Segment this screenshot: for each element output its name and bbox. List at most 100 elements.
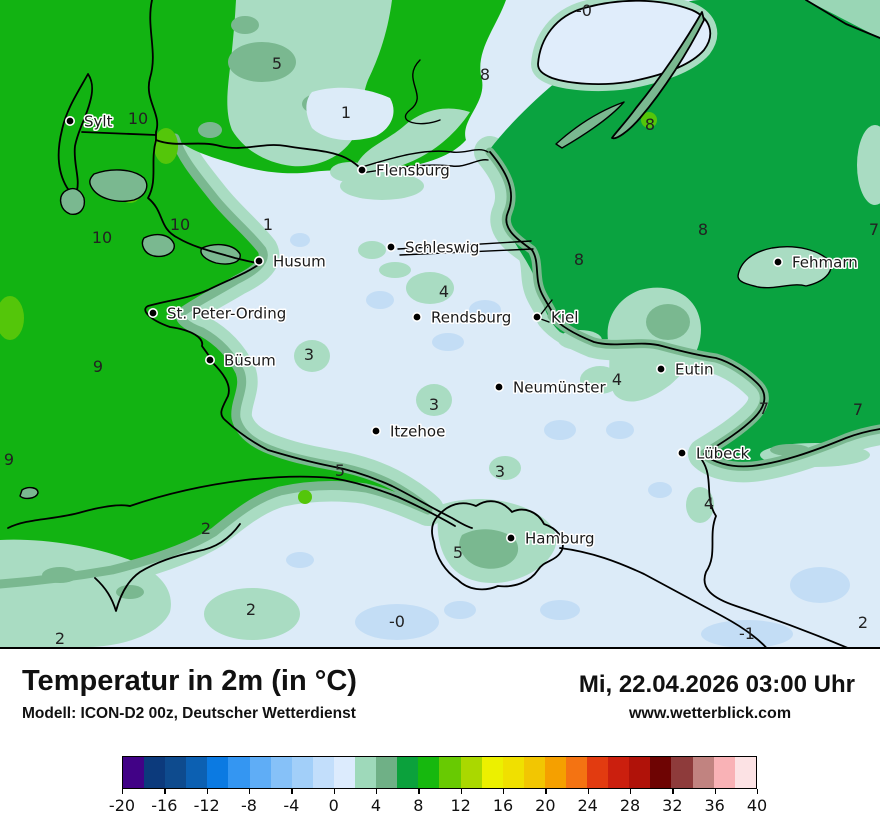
temp-label: 7 [869,220,879,239]
sage-patches [42,16,810,599]
map-canvas: 5 8 -0 10 1 8 10 1 10 8 8 7 4 9 3 4 7 7 3 9 5 3 2 5 4 2 -0 2 -1 2 Syl… [0,0,880,647]
city-dot [65,116,76,127]
temp-label: 4 [704,494,714,513]
colorbar-segment [312,757,334,788]
temp-label: 4 [612,370,622,389]
city-label: Fehmarn [792,254,858,272]
colorbar-tickmark [630,789,632,794]
colorbar-segment [734,757,756,788]
temp-label: 4 [439,282,449,301]
city-dot [772,256,783,267]
city-label: Büsum [224,352,276,370]
city-dot [385,242,396,253]
model-info: Modell: ICON-D2 00z, Deutscher Wetterdie… [22,705,356,722]
temp-label: 7 [759,399,769,418]
colorbar-ticklabel: 8 [413,796,424,815]
city-dot [505,532,516,543]
colorbar-tickmark [122,789,124,794]
temperature-labels: 5 8 -0 10 1 8 10 1 10 8 8 7 4 9 3 4 7 7 3 9 5 3 2 5 4 2 -0 2 -1 2 [4,1,879,647]
colorbar-tickmark [333,789,336,794]
colorbar-segment [692,757,714,788]
city-dot [411,311,422,322]
colorbar-tickmark [206,789,209,794]
colorbar-segment [587,757,609,788]
city-dot [370,425,381,436]
colorbar-segment [376,757,398,788]
temp-label: 8 [645,115,655,134]
temp-label: 8 [574,250,584,269]
forecast-datetime: Mi, 22.04.2026 03:00 Uhr [578,671,855,698]
city-label: Husum [273,253,326,271]
temp-label: 10 [170,215,190,234]
small-island [19,486,39,500]
city-label: Neumünster [513,379,607,397]
city-label: Flensburg [376,162,450,180]
foehr-island [89,169,148,202]
baltic-sea-region [488,0,880,467]
city-dot [676,447,687,458]
colorbar: -20 -16 -12 -8 -4 0 4 8 12 16 20 24 28 32 36 40 [0,745,880,830]
temp-label: -0 [389,612,405,631]
colorbar-tickmark [291,789,293,794]
colorbar-segment [713,757,735,788]
city-label: St. Peter-Ording [167,305,286,323]
colorbar-tickmark [545,789,547,794]
colorbar-ticklabel: -8 [241,796,257,815]
colorbar-tickmark [376,789,378,794]
colorbar-segment [144,757,166,788]
peninsula-island [611,11,705,140]
colorbar-ticklabel: -4 [283,796,300,815]
colorbar-segment [439,757,461,788]
pellworm-island [141,233,175,258]
colorbar-tickmark [757,789,759,794]
temp-label: 10 [92,228,112,247]
city-dot [356,165,367,176]
website-url: www.wetterblick.com [628,705,792,722]
temp-label: 1 [263,215,273,234]
colorbar-ticklabel: 36 [704,796,725,815]
colorbar-segment [671,757,693,788]
temp-label: 3 [304,345,314,364]
colorbar-segment [523,757,545,788]
fehmarn-island [737,246,832,289]
colorbar-ticklabel: 40 [746,796,768,815]
temp-label: 9 [93,357,103,376]
colorbar-tickmark [587,789,590,794]
city-label: Rendsburg [431,309,511,327]
sliver-island [555,101,625,149]
colorbar-tickmark [418,789,420,794]
colorbar-segment [355,757,377,788]
colorbar-ticklabel: 12 [450,796,471,815]
temp-label: 5 [335,461,345,480]
temp-label: 9 [4,450,14,469]
colorbar-tickmark [714,789,717,794]
temp-label: 8 [698,220,708,239]
denmark-cool-patch [306,87,394,141]
city-dot [254,255,265,266]
colorbar-ticklabel: -20 [108,796,136,815]
colorbar-segment [249,757,271,788]
temp-label: 7 [853,400,863,419]
coastlines-borders [7,0,880,647]
colorbar-segment [418,757,440,788]
temp-label: 2 [246,600,256,619]
temp-label: 2 [858,613,868,632]
footer: Temperatur in 2m (in °C) Modell: ICON-D2… [0,649,880,745]
city-label: Kiel [551,309,578,327]
colorbar-ticklabel: 20 [535,796,556,815]
colorbar-ticklabel: 32 [662,796,683,815]
city-label: Eutin [675,361,714,379]
footer-right: Mi, 22.04.2026 03:00 Uhr www.wetterblick… [565,671,855,723]
colorbar-ticklabel: -12 [193,796,220,815]
city-dot [493,381,504,392]
temp-label: 5 [453,543,463,562]
temp-label: 5 [272,54,282,73]
colorbar-segment [207,757,229,788]
colorbar-ticklabel: 24 [577,796,598,815]
colorbar-ticklabel: 0 [328,796,339,815]
city-dot [205,354,216,365]
colorbar-segment [502,757,524,788]
colorbar-ticklabel: 28 [619,796,641,815]
temp-label: 2 [55,629,65,647]
